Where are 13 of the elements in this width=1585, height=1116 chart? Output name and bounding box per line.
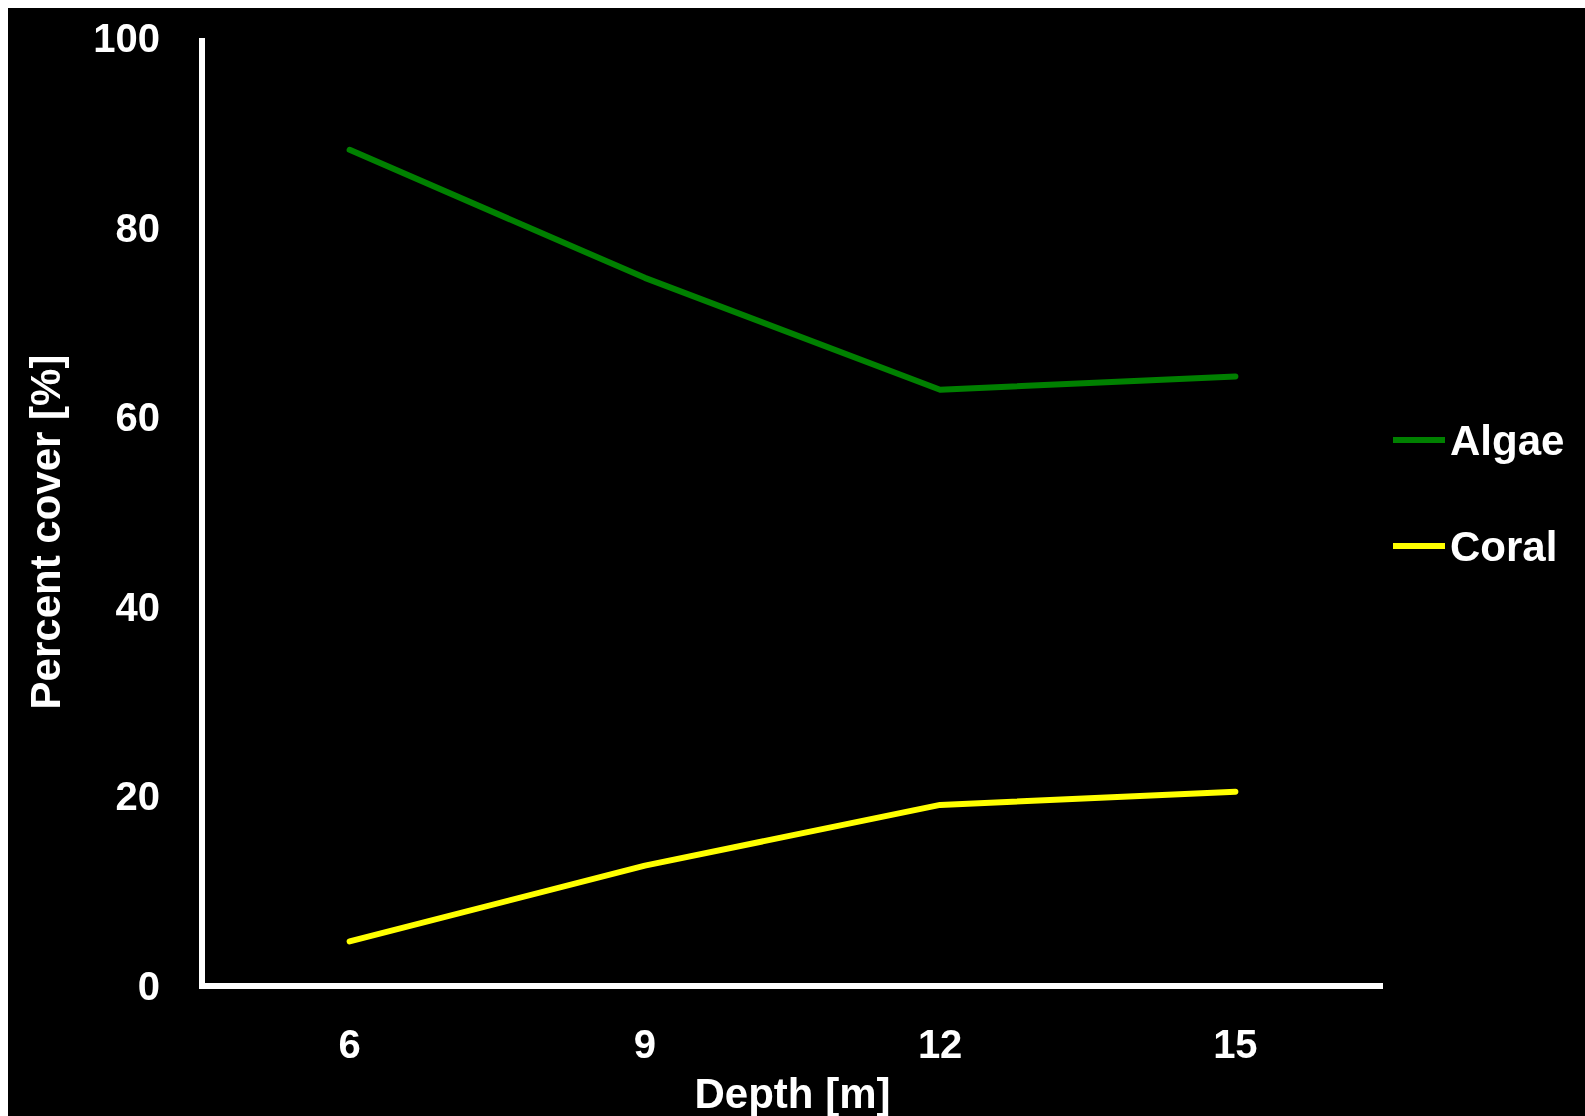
x-tick-label: 6 [338,1022,361,1066]
x-tick-label: 15 [1213,1022,1258,1066]
y-tick-label: 80 [115,205,160,250]
x-tick-label: 9 [633,1022,656,1066]
y-tick-label: 0 [137,964,160,1008]
legend-label: Coral [1450,522,1558,570]
y-axis-title: Percent cover [%] [22,354,69,710]
x-tick-label: 12 [917,1022,963,1066]
legend-label: Algae [1450,416,1565,464]
y-tick-label: 40 [115,584,160,629]
y-tick-label: 100 [93,16,160,60]
y-tick-label: 20 [115,774,160,819]
y-tick-label: 60 [115,395,160,440]
